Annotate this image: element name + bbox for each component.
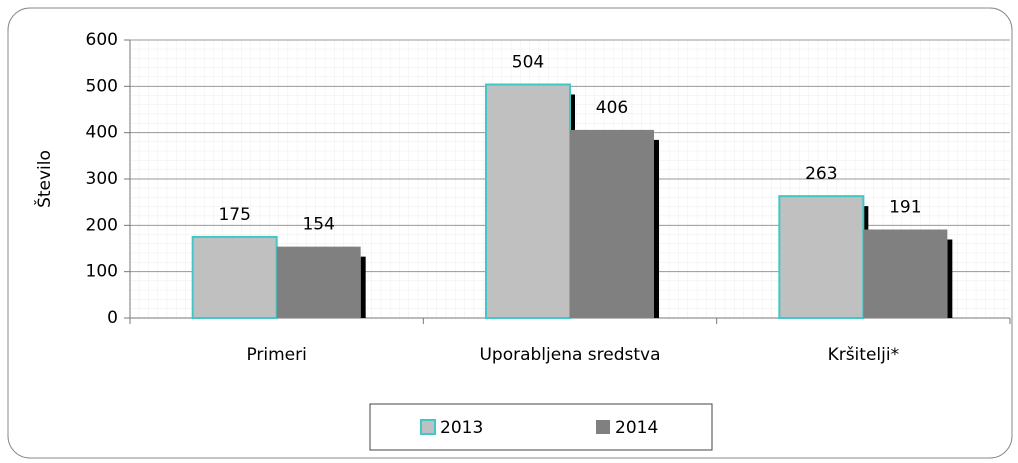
bar-shadow [360,256,366,318]
bar [778,195,865,319]
legend-swatch [420,419,436,435]
bar-shadow [947,239,953,318]
y-tick-label: 100 [86,262,118,282]
bar [863,229,948,318]
data-label: 175 [218,205,250,225]
x-tick-label: Uporabljena sredstva [479,345,660,365]
data-label: 154 [302,215,334,235]
y-tick-label: 500 [86,76,118,96]
bar [570,129,654,318]
legend-swatch [596,420,610,434]
x-tick-label: Primeri [246,345,306,365]
y-tick-label: 400 [86,123,118,143]
y-tick-label: 600 [86,30,118,50]
data-label: 191 [889,198,921,218]
bar [485,83,571,320]
y-tick-label: 200 [86,215,118,235]
y-axis-label: Število [33,150,55,208]
x-tick-label: Kršitelji* [828,345,900,365]
legend-label: 2013 [440,418,483,438]
legend-label: 2014 [615,418,658,438]
data-label: 504 [512,52,544,72]
data-label: 263 [805,164,837,184]
bar [276,246,361,318]
y-tick-label: 0 [107,308,118,328]
data-label: 406 [596,98,628,118]
y-tick-label: 300 [86,169,118,189]
bar [191,235,278,320]
bar-shadow [654,139,659,318]
